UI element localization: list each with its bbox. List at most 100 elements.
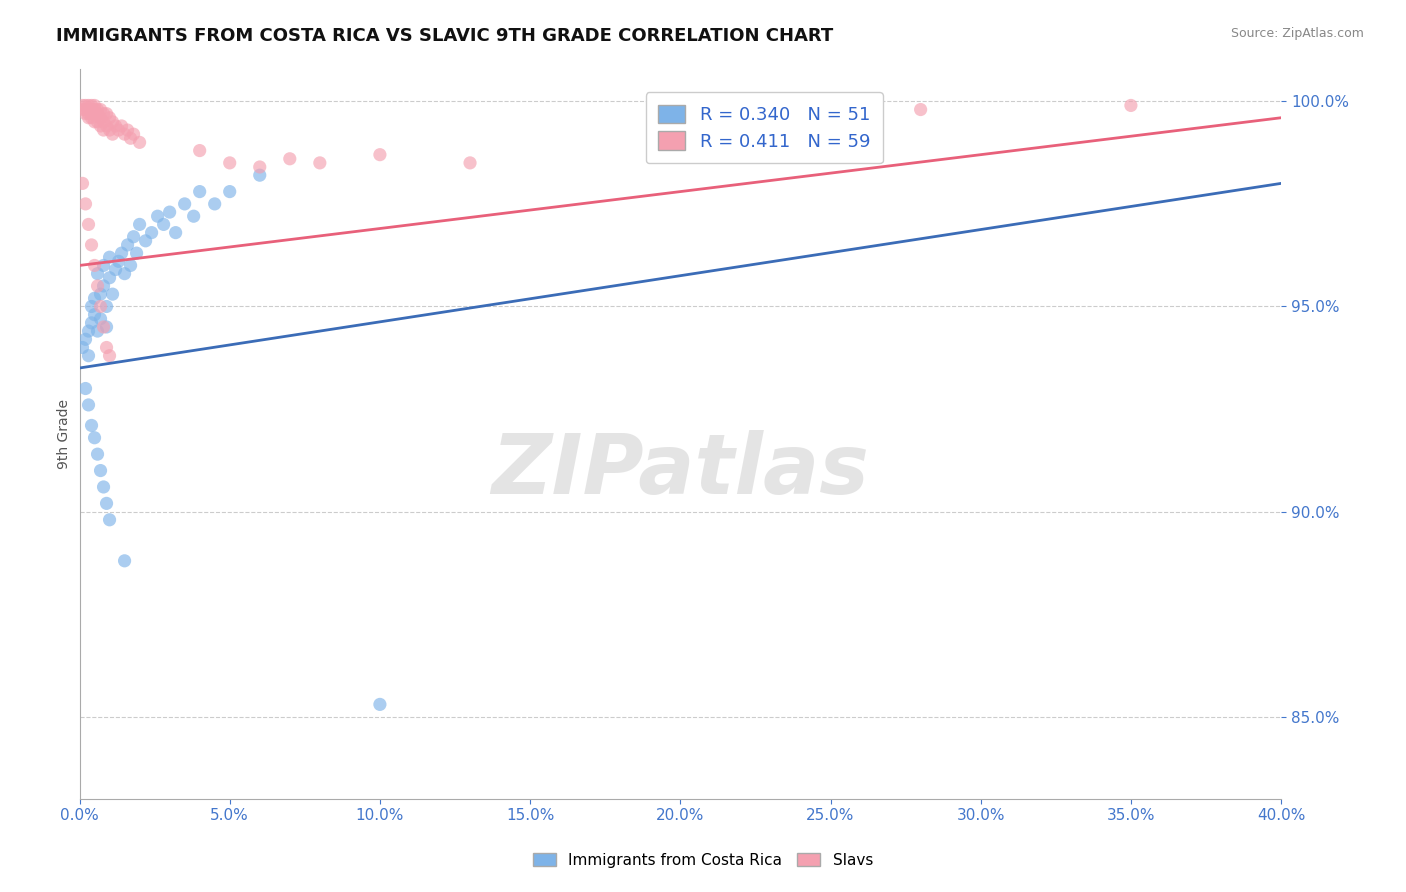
Point	[86, 279, 108, 293]
Point	[249, 168, 271, 182]
Point	[90, 464, 112, 478]
Point	[86, 103, 108, 117]
Legend: R = 0.340   N = 51, R = 0.411   N = 59: R = 0.340 N = 51, R = 0.411 N = 59	[645, 92, 883, 163]
Point	[107, 254, 129, 268]
Point	[104, 262, 127, 277]
Point	[80, 316, 103, 330]
Point	[458, 156, 481, 170]
Point	[72, 103, 94, 117]
Point	[96, 119, 118, 133]
Point	[80, 300, 103, 314]
Point	[98, 250, 121, 264]
Point	[128, 136, 150, 150]
Point	[90, 311, 112, 326]
Point	[86, 106, 108, 120]
Point	[75, 103, 97, 117]
Point	[101, 127, 124, 141]
Legend: Immigrants from Costa Rica, Slavs: Immigrants from Costa Rica, Slavs	[526, 845, 880, 875]
Point	[83, 115, 105, 129]
Point	[98, 111, 121, 125]
Point	[114, 267, 136, 281]
Point	[83, 291, 105, 305]
Point	[75, 106, 97, 120]
Point	[368, 147, 391, 161]
Point	[77, 349, 100, 363]
Point	[218, 185, 240, 199]
Point	[117, 238, 139, 252]
Point	[1119, 98, 1142, 112]
Point	[114, 127, 136, 141]
Point	[96, 496, 118, 510]
Point	[80, 103, 103, 117]
Point	[93, 480, 115, 494]
Point	[93, 106, 115, 120]
Point	[90, 111, 112, 125]
Point	[120, 131, 142, 145]
Point	[152, 218, 174, 232]
Point	[93, 123, 115, 137]
Point	[183, 209, 205, 223]
Point	[117, 123, 139, 137]
Point	[204, 197, 226, 211]
Point	[83, 106, 105, 120]
Point	[77, 106, 100, 120]
Point	[75, 98, 97, 112]
Point	[83, 103, 105, 117]
Point	[128, 218, 150, 232]
Point	[83, 308, 105, 322]
Point	[83, 98, 105, 112]
Point	[114, 554, 136, 568]
Point	[77, 218, 100, 232]
Point	[83, 259, 105, 273]
Point	[75, 382, 97, 396]
Point	[98, 123, 121, 137]
Point	[75, 197, 97, 211]
Point	[86, 115, 108, 129]
Point	[107, 123, 129, 137]
Point	[120, 259, 142, 273]
Point	[83, 431, 105, 445]
Point	[90, 103, 112, 117]
Point	[80, 106, 103, 120]
Point	[159, 205, 181, 219]
Text: Source: ZipAtlas.com: Source: ZipAtlas.com	[1230, 27, 1364, 40]
Point	[104, 119, 127, 133]
Point	[98, 513, 121, 527]
Point	[72, 177, 94, 191]
Point	[90, 119, 112, 133]
Point	[188, 144, 211, 158]
Point	[110, 119, 132, 133]
Point	[122, 229, 145, 244]
Point	[93, 259, 115, 273]
Text: IMMIGRANTS FROM COSTA RICA VS SLAVIC 9TH GRADE CORRELATION CHART: IMMIGRANTS FROM COSTA RICA VS SLAVIC 9TH…	[56, 27, 834, 45]
Point	[98, 270, 121, 285]
Point	[96, 341, 118, 355]
Point	[86, 267, 108, 281]
Point	[93, 320, 115, 334]
Point	[101, 115, 124, 129]
Point	[165, 226, 187, 240]
Point	[72, 98, 94, 112]
Point	[96, 106, 118, 120]
Point	[122, 127, 145, 141]
Point	[96, 300, 118, 314]
Point	[278, 152, 301, 166]
Point	[77, 103, 100, 117]
Point	[93, 279, 115, 293]
Point	[80, 98, 103, 112]
Point	[141, 226, 163, 240]
Text: ZIPatlas: ZIPatlas	[491, 430, 869, 510]
Point	[72, 341, 94, 355]
Point	[77, 324, 100, 338]
Point	[80, 418, 103, 433]
Point	[101, 287, 124, 301]
Point	[77, 111, 100, 125]
Point	[93, 115, 115, 129]
Point	[218, 156, 240, 170]
Point	[86, 324, 108, 338]
Point	[77, 98, 100, 112]
Y-axis label: 9th Grade: 9th Grade	[58, 399, 72, 468]
Point	[125, 246, 148, 260]
Point	[146, 209, 169, 223]
Point	[368, 698, 391, 712]
